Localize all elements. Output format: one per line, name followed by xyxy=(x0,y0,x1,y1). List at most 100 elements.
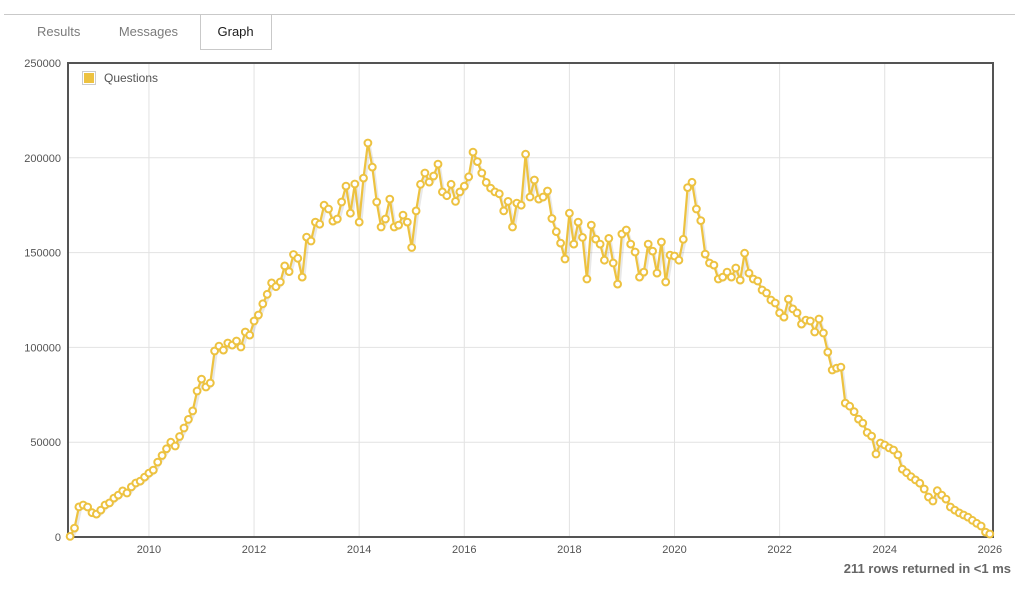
questions-series-label: Questions xyxy=(104,71,159,85)
data-point xyxy=(845,401,855,411)
plot-border xyxy=(67,62,994,538)
data-point xyxy=(249,316,259,326)
tab-results[interactable]: Results xyxy=(20,15,98,49)
data-point xyxy=(692,204,701,214)
data-point xyxy=(805,316,815,326)
data-point xyxy=(236,342,246,352)
x-tick-label: 2016 xyxy=(452,544,476,556)
data-point xyxy=(188,406,198,416)
data-point xyxy=(525,192,535,202)
x-tick-label: 2026 xyxy=(978,544,1002,556)
data-point xyxy=(700,249,710,259)
data-point xyxy=(354,217,364,227)
data-point xyxy=(446,179,456,189)
data-point xyxy=(350,179,360,189)
data-point xyxy=(455,187,465,197)
data-point xyxy=(762,288,771,298)
x-tick-label: 2020 xyxy=(662,544,686,556)
data-point xyxy=(652,268,662,278)
y-tick-label: 50000 xyxy=(30,437,61,449)
data-point xyxy=(709,260,719,270)
data-point xyxy=(696,216,706,226)
y-tick-label: 150000 xyxy=(24,248,61,260)
data-point xyxy=(398,210,408,220)
data-point xyxy=(442,191,452,201)
data-point xyxy=(621,225,631,235)
data-point xyxy=(175,432,185,441)
data-point xyxy=(508,222,517,232)
data-point xyxy=(148,465,158,475)
x-tick-label: 2014 xyxy=(347,544,371,556)
x-tick-label: 2010 xyxy=(137,544,161,556)
data-point xyxy=(648,246,657,256)
data-point xyxy=(170,441,180,451)
data-point xyxy=(363,138,373,148)
data-point xyxy=(293,253,303,263)
data-point xyxy=(184,415,193,424)
data-point xyxy=(674,255,684,265)
data-point xyxy=(578,233,587,242)
data-point xyxy=(372,197,382,207)
data-point xyxy=(420,168,430,178)
data-point xyxy=(547,214,557,223)
data-point xyxy=(477,168,487,178)
data-point xyxy=(613,279,622,289)
data-point xyxy=(595,239,605,249)
tab-graph[interactable]: Graph xyxy=(199,15,272,50)
data-point xyxy=(481,178,491,187)
data-point xyxy=(157,451,167,460)
data-point xyxy=(753,276,763,286)
data-point xyxy=(626,239,636,249)
data-point xyxy=(385,194,395,204)
data-point xyxy=(83,502,92,512)
data-point xyxy=(823,347,833,357)
tab-messages[interactable]: Messages xyxy=(101,15,196,49)
data-point xyxy=(556,238,565,248)
data-point xyxy=(122,488,132,498)
data-point xyxy=(731,263,741,273)
data-point xyxy=(740,248,749,258)
data-point xyxy=(280,261,290,271)
data-point xyxy=(849,407,859,417)
data-point xyxy=(394,220,404,230)
data-point xyxy=(538,192,548,202)
data-point xyxy=(516,200,526,210)
data-point xyxy=(565,208,574,218)
data-point xyxy=(332,214,342,224)
x-tick-label: 2024 xyxy=(872,544,896,556)
y-tick-label: 200000 xyxy=(24,153,61,165)
data-point xyxy=(275,277,285,287)
data-point xyxy=(657,237,666,247)
data-point xyxy=(416,179,425,189)
data-point xyxy=(770,298,780,308)
data-point xyxy=(451,197,460,206)
data-point xyxy=(367,162,377,172)
y-tick-label: 0 xyxy=(55,532,61,544)
data-point xyxy=(735,275,745,285)
y-tick-label: 100000 xyxy=(24,342,61,354)
data-point xyxy=(779,312,789,322)
data-point xyxy=(205,378,215,388)
data-point xyxy=(376,222,386,232)
questions-line-shadow xyxy=(70,144,992,540)
data-point xyxy=(744,268,754,278)
data-point xyxy=(433,159,443,169)
data-point xyxy=(341,181,351,191)
data-point xyxy=(858,418,868,428)
data-point xyxy=(604,234,614,243)
data-point xyxy=(928,496,938,506)
data-point xyxy=(678,234,688,244)
questions-line xyxy=(69,141,991,537)
data-point xyxy=(297,272,307,282)
data-point xyxy=(871,449,881,459)
data-point xyxy=(219,345,228,355)
chart-legend: Questions xyxy=(82,71,158,85)
data-point xyxy=(687,177,697,187)
data-point xyxy=(543,186,552,196)
data-point xyxy=(985,529,995,539)
data-point xyxy=(245,330,255,340)
data-point xyxy=(521,149,530,159)
data-point xyxy=(784,294,793,304)
data-point xyxy=(473,157,482,167)
